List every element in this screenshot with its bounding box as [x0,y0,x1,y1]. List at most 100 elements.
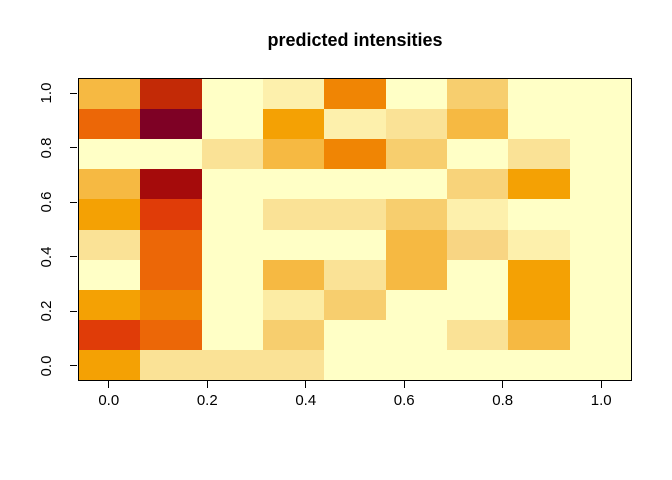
heatmap-cell [79,229,141,260]
heatmap-cell [385,289,447,320]
heatmap-cell [324,79,386,110]
heatmap-cell [569,349,631,380]
heatmap-cell [324,259,386,290]
y-tick-mark [70,92,77,94]
heatmap-cell [385,79,447,110]
heatmap-cell [79,319,141,350]
heatmap-cell [508,349,570,380]
heatmap-cell [446,259,509,290]
heatmap-cell [140,349,202,380]
y-tick-label: 0.0 [38,355,55,377]
heatmap-cell [569,109,631,140]
heatmap-cell [385,349,447,380]
x-tick-label: 0.0 [98,392,120,409]
heatmap-cell [508,139,570,170]
heatmap-cell [201,199,263,230]
heatmap-cell [569,139,631,170]
heatmap-cell [508,109,570,140]
heatmap-cell [140,319,202,350]
x-tick-mark [600,381,602,388]
heatmap-cell [385,139,447,170]
heatmap-cell [140,139,202,170]
y-tick-label: 0.4 [38,246,55,268]
heatmap-cell [79,169,141,200]
y-tick-label: 0.8 [38,137,55,159]
heatmap-cell [201,259,263,290]
y-tick-label: 0.6 [38,191,55,213]
heatmap-cell [201,319,263,350]
heatmap-cell [385,109,447,140]
heatmap-cell [385,199,447,230]
heatmap-cell [201,349,263,380]
heatmap-cell [569,79,631,110]
heatmap-cell [201,139,263,170]
heatmap-plot-area [78,78,632,381]
heatmap-cell [262,289,325,320]
heatmap-cell [508,199,570,230]
heatmap-cell [508,259,570,290]
heatmap-cell [140,199,202,230]
heatmap-cell [140,109,202,140]
heatmap-cell [446,319,509,350]
heatmap-cell [324,319,386,350]
heatmap-cell [79,259,141,290]
heatmap-cell [324,169,386,200]
heatmap-cell [324,289,386,320]
heatmap-cell [140,79,202,110]
heatmap-cell [324,349,386,380]
heatmap-cell [79,349,141,380]
y-tick-mark [70,256,77,258]
heatmap-cell [508,229,570,260]
heatmap-cell [446,109,509,140]
heatmap-cell [79,139,141,170]
heatmap-cell [569,259,631,290]
heatmap-cell [385,319,447,350]
heatmap-cell [262,139,325,170]
x-tick-label: 0.6 [393,392,415,409]
heatmap-cell [201,169,263,200]
heatmap-cell [446,79,509,110]
x-tick-mark [108,381,110,388]
heatmap-cell [79,109,141,140]
heatmap-cell [324,199,386,230]
x-tick-label: 1.0 [590,392,612,409]
heatmap-cell [569,199,631,230]
heatmap-cell [324,109,386,140]
heatmap-cell [140,259,202,290]
heatmap-cell [201,109,263,140]
heatmap-cell [508,169,570,200]
heatmap-cell [201,79,263,110]
heatmap-cell [201,289,263,320]
heatmap-cell [385,229,447,260]
heatmap-cell [140,289,202,320]
heatmap-cell [446,229,509,260]
heatmap-cell [569,319,631,350]
heatmap-cell [324,139,386,170]
heatmap-cell [446,199,509,230]
heatmap-cell [324,229,386,260]
x-tick-mark [305,381,307,388]
chart-title: predicted intensities [267,30,443,50]
x-tick-label: 0.8 [492,392,514,409]
y-tick-mark [70,201,77,203]
heatmap-cell [201,229,263,260]
heatmap-cell [262,169,325,200]
y-tick-mark [70,365,77,367]
heatmap-cell [79,79,141,110]
heatmap-cell [569,229,631,260]
x-tick-label: 0.4 [295,392,317,409]
heatmap-cell [79,199,141,230]
heatmap-cell [508,289,570,320]
heatmap-cell [446,349,509,380]
x-tick-mark [403,381,405,388]
heatmap-cell [385,259,447,290]
heatmap-cell [262,199,325,230]
heatmap-cell [508,79,570,110]
y-tick-label: 1.0 [38,82,55,104]
heatmap-cell [446,139,509,170]
heatmap-cell [140,169,202,200]
y-tick-mark [70,147,77,149]
heatmap-cell [385,169,447,200]
heatmap-cell [262,259,325,290]
